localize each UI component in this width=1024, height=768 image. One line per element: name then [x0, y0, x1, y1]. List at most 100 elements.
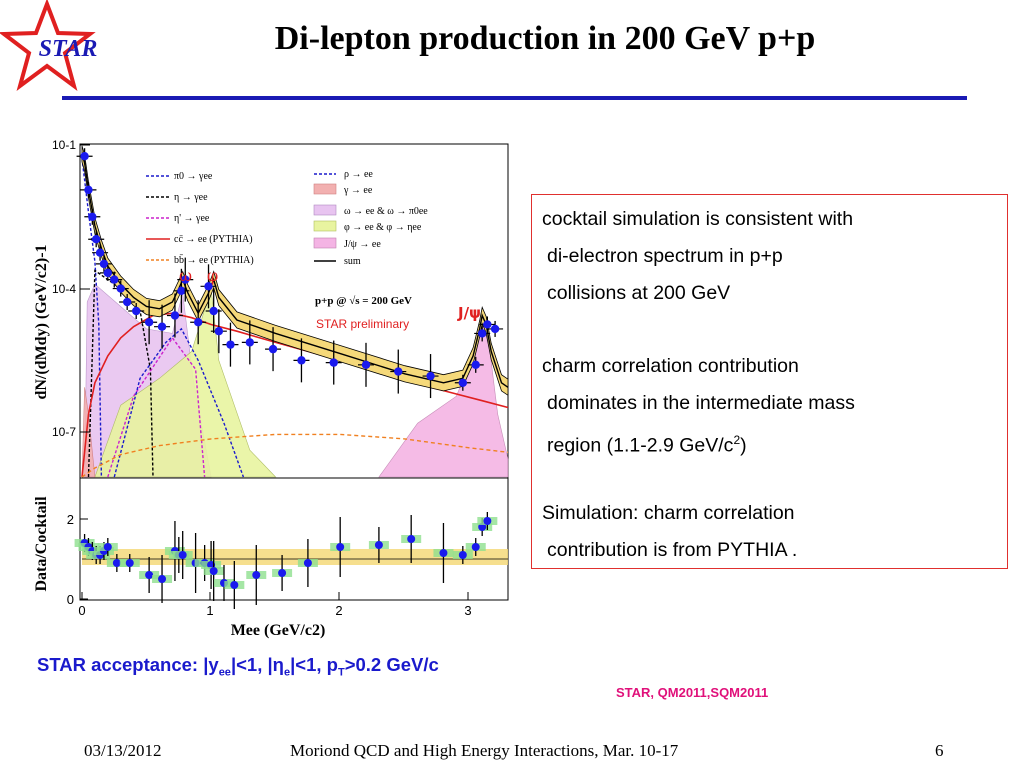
acceptance-part: STAR acceptance: |y: [37, 654, 219, 675]
acceptance-cuts-text: STAR acceptance: |yee|<1, |ηe|<1, pT>0.2…: [37, 654, 439, 679]
annotation-omega: ω: [179, 266, 192, 285]
page-title: Di-lepton production in 200 GeV p+p: [274, 20, 816, 57]
ratio-point: [458, 551, 467, 559]
legend-label-bbbar: bb̄ → ee (PYTHIA): [174, 254, 254, 266]
data-point: [204, 282, 213, 291]
data-point: [268, 344, 278, 354]
data-point: [490, 324, 500, 334]
legend-label-ccbar: cc̄ → ee (PYTHIA): [174, 234, 253, 245]
legend-label-omega: ω → ee & ω → π0ee: [344, 206, 428, 217]
legend-label-rho: ρ → ee: [344, 169, 373, 180]
bottom-panel-data-points: [74, 512, 498, 609]
data-point: [209, 306, 218, 316]
ratio-point: [209, 567, 218, 575]
bottom-ytick-label-2: 2: [67, 512, 74, 527]
x-axis: 0 1 2 3: [78, 592, 472, 618]
data-point: [92, 235, 101, 244]
data-point: [110, 275, 119, 284]
xtick-label-0: 0: [78, 603, 85, 618]
legend-label-eta: η → γee: [174, 192, 208, 203]
ratio-point: [471, 543, 480, 551]
data-point: [157, 322, 167, 331]
ratio-point: [483, 517, 492, 525]
acceptance-part: >0.2 GeV/c: [344, 654, 439, 675]
ratio-point: [252, 571, 261, 579]
legend-label-pi0: π0 → γee: [174, 171, 213, 182]
top-panel-data-points: [76, 148, 504, 399]
data-point: [181, 275, 190, 284]
data-point: [245, 338, 255, 347]
acceptance-sub: T: [337, 666, 345, 679]
region-superscript: 2: [733, 433, 741, 447]
ratio-point: [178, 551, 187, 559]
top-ytick-label-0: 10-1: [52, 138, 76, 152]
legend-label-phi: φ → ee & φ → ηee: [344, 222, 422, 233]
xtick-label-3: 3: [464, 603, 471, 618]
acceptance-sub: ee: [218, 666, 231, 679]
top-ytick-label-1: 10-4: [52, 282, 76, 296]
ratio-point: [374, 541, 383, 549]
data-point: [177, 286, 186, 296]
curve-pi0: [81, 158, 103, 478]
data-point: [297, 356, 306, 365]
acceptance-part: |<1, p: [290, 654, 338, 675]
summary-line: collisions at 200 GeV: [547, 282, 731, 304]
data-point: [193, 318, 203, 327]
star-logo-star-shape: [0, 0, 96, 92]
region-close: ): [740, 434, 747, 457]
data-point: [170, 311, 180, 320]
data-point: [329, 358, 338, 367]
ratio-point: [158, 575, 167, 583]
summary-paragraph-1: cocktail simulation is consistent with d…: [542, 201, 853, 312]
x-axis-label: Mee (GeV/c2): [231, 622, 326, 639]
legend: π0 → γee η → γee η' → γee cc̄ → ee (PYTH…: [146, 169, 428, 267]
acceptance-part: |<1, |η: [230, 654, 284, 675]
footer-event: Moriond QCD and High Energy Interactions…: [290, 741, 679, 760]
summary-line: charm correlation contribution: [542, 355, 799, 377]
legend-swatch-omega: [313, 204, 337, 216]
summary-line: contribution is from PYTHIA .: [547, 539, 798, 561]
star-logo: STAR: [0, 0, 97, 92]
summary-line: cocktail simulation is consistent with: [542, 208, 854, 230]
data-point: [95, 248, 105, 257]
legend-label-jpsi: J/ψ → ee: [344, 239, 381, 250]
data-point: [226, 340, 235, 349]
data-point: [116, 284, 125, 293]
ratio-point: [103, 543, 112, 551]
title-underline: [62, 96, 967, 100]
data-point: [132, 306, 141, 316]
data-point: [144, 318, 154, 327]
xtick-label-1: 1: [206, 603, 213, 618]
ratio-point: [278, 569, 287, 577]
legend-label-sum: sum: [344, 256, 361, 267]
data-point: [483, 320, 492, 329]
data-point: [394, 367, 403, 376]
top-ytick-label-2: 10-7: [52, 425, 76, 439]
ratio-point: [230, 581, 239, 589]
annotation-energy: p+p @ √s = 200 GeV: [315, 295, 412, 307]
footer-date: 03/13/2012: [84, 741, 162, 760]
region-text: region (1.1-2.9 GeV/c: [547, 434, 734, 457]
summary-paragraph-2: charm correlation contribution dominates…: [542, 348, 855, 465]
data-point: [84, 185, 93, 195]
curve-bbbar: [81, 433, 509, 478]
summary-paragraph-3: Simulation: charm correlation contributi…: [542, 495, 797, 569]
acceptance-sub: e: [283, 666, 291, 679]
bottom-ytick-label-0: 0: [67, 592, 74, 607]
reference-text: STAR, QM2011,SQM2011: [616, 685, 769, 700]
data-point: [99, 259, 109, 269]
top-y-axis-label: dN/(dMdy) (GeV/c2)-1: [33, 244, 50, 399]
xtick-label-2: 2: [335, 603, 342, 618]
bottom-y-axis-label: Data/Cocktail: [33, 496, 50, 592]
summary-line: dominates in the intermediate mass: [547, 392, 855, 414]
ratio-point: [303, 559, 312, 567]
legend-swatch-jpsi: [313, 237, 337, 249]
dilepton-spectrum-chart: π0 → γee η → γee η' → γee cc̄ → ee (PYTH…: [33, 138, 509, 639]
ratio-point: [112, 559, 121, 567]
summary-line: di-electron spectrum in p+p: [547, 245, 783, 267]
data-point: [122, 297, 132, 307]
legend-swatch-phi: [313, 220, 337, 232]
data-point: [103, 268, 113, 278]
legend-swatch-gamma: [313, 183, 337, 195]
data-point: [88, 212, 97, 221]
